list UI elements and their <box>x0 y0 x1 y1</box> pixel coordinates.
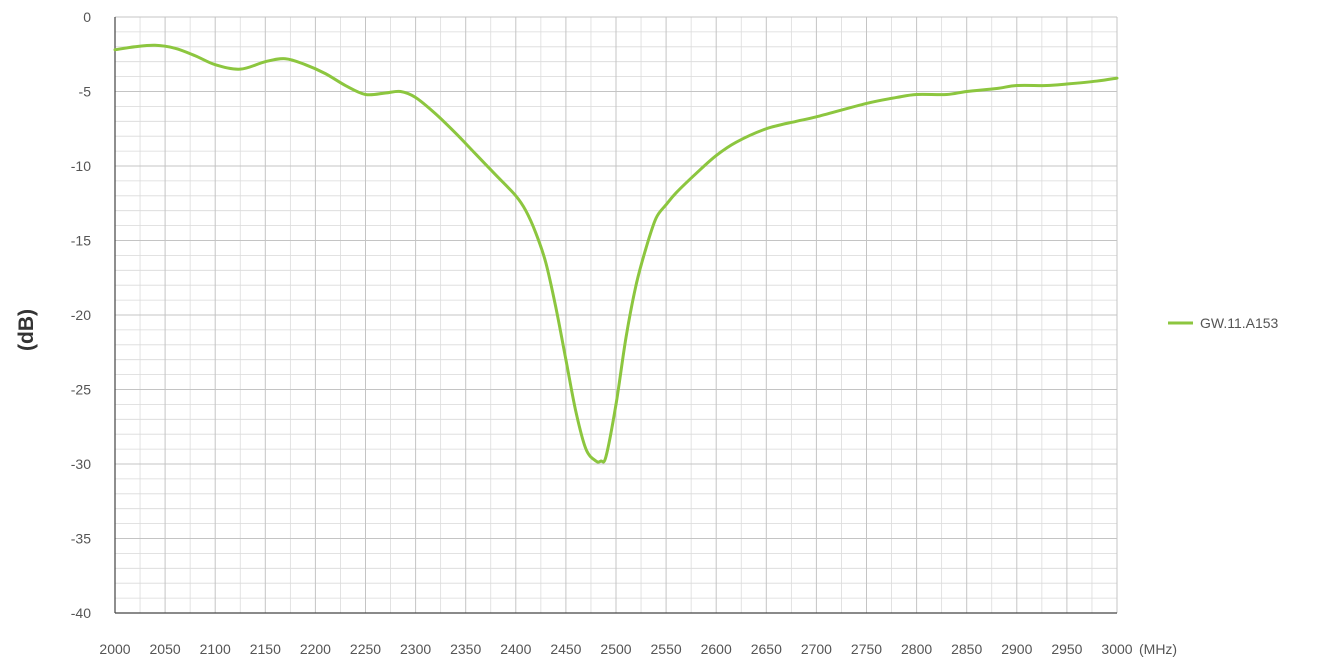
y-axis-label: (dB) <box>15 309 38 351</box>
x-tick-label: 2400 <box>500 641 531 657</box>
x-tick-label: 2750 <box>851 641 882 657</box>
y-tick-labels: 0 -5 -10 -15 -20 -25 -30 -35 -40 <box>71 9 91 621</box>
series-line <box>113 43 1119 464</box>
y-tick-label: -40 <box>71 605 91 621</box>
x-tick-label: 3000 <box>1101 641 1132 657</box>
x-tick-label: 2550 <box>651 641 682 657</box>
y-tick-label: -15 <box>71 233 91 249</box>
legend[interactable]: GW.11.A153 <box>1168 315 1279 331</box>
y-tick-label: -25 <box>71 382 91 398</box>
y-tick-label: -35 <box>71 531 91 547</box>
y-tick-label: -30 <box>71 456 91 472</box>
y-tick-label: -10 <box>71 158 91 174</box>
x-tick-label: 2500 <box>600 641 631 657</box>
x-tick-label: 2100 <box>200 641 231 657</box>
x-tick-label: 2050 <box>150 641 181 657</box>
x-tick-label: 2700 <box>801 641 832 657</box>
major-gridlines <box>114 16 1118 614</box>
x-tick-label: 2250 <box>350 641 381 657</box>
axes <box>114 17 1117 614</box>
x-tick-label: 2850 <box>951 641 982 657</box>
y-tick-label: 0 <box>83 9 91 25</box>
x-tick-label: 2450 <box>550 641 581 657</box>
x-tick-label: 2900 <box>1001 641 1032 657</box>
x-tick-label: 2600 <box>701 641 732 657</box>
series-layer <box>113 43 1119 464</box>
x-tick-label: 2800 <box>901 641 932 657</box>
x-unit-label: (MHz) <box>1139 641 1177 657</box>
x-tick-label: 2300 <box>400 641 431 657</box>
y-tick-label: -20 <box>71 307 91 323</box>
x-tick-label: 2950 <box>1051 641 1082 657</box>
x-tick-label: 2150 <box>250 641 281 657</box>
legend-label: GW.11.A153 <box>1200 315 1279 331</box>
y-tick-label: -5 <box>79 84 92 100</box>
x-tick-label: 2200 <box>300 641 331 657</box>
x-tick-labels: 2000 2050 2100 2150 2200 2250 2300 2350 2400 2450… <box>99 641 1177 657</box>
x-tick-label: 2350 <box>450 641 481 657</box>
x-tick-label: 2650 <box>751 641 782 657</box>
x-tick-label: 2000 <box>99 641 130 657</box>
